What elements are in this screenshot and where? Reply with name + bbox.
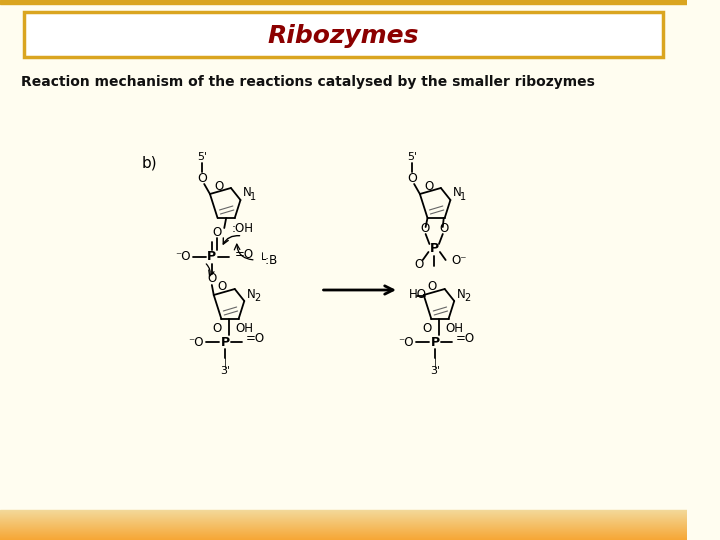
Bar <box>0 537 687 538</box>
Bar <box>0 519 687 521</box>
Bar <box>0 535 687 537</box>
Text: O: O <box>212 322 221 335</box>
Bar <box>0 533 687 535</box>
FancyBboxPatch shape <box>24 12 663 57</box>
Bar <box>0 539 687 540</box>
Text: 1: 1 <box>460 192 466 202</box>
Bar <box>0 516 687 517</box>
Text: 2: 2 <box>464 293 470 303</box>
Text: N: N <box>457 287 466 300</box>
Bar <box>0 527 687 529</box>
Bar <box>0 532 687 534</box>
Bar <box>0 526 687 528</box>
Text: N: N <box>247 287 256 300</box>
Text: 5': 5' <box>197 152 207 162</box>
Text: O: O <box>197 172 207 185</box>
Text: Ribozymes: Ribozymes <box>268 24 419 48</box>
Bar <box>0 528 687 530</box>
Bar <box>0 530 687 531</box>
Bar <box>0 517 687 518</box>
Text: :OH: :OH <box>232 221 254 234</box>
Bar <box>0 518 687 519</box>
Text: ⁻O: ⁻O <box>189 335 204 348</box>
Text: N: N <box>243 186 252 199</box>
Text: Reaction mechanism of the reactions catalysed by the smaller ribozymes: Reaction mechanism of the reactions cata… <box>21 75 595 89</box>
Bar <box>0 512 687 514</box>
Text: =O: =O <box>456 333 475 346</box>
Text: O: O <box>420 221 429 234</box>
Text: ⁻O: ⁻O <box>176 251 191 264</box>
Bar <box>0 515 687 516</box>
Text: O: O <box>217 280 227 294</box>
Bar <box>0 534 687 536</box>
Text: O: O <box>439 221 449 234</box>
Text: |: | <box>224 357 227 368</box>
Bar <box>0 529 687 530</box>
Text: OH: OH <box>235 322 253 335</box>
Bar <box>0 531 687 532</box>
Text: 3': 3' <box>430 366 440 376</box>
Text: 2: 2 <box>254 293 260 303</box>
Text: O: O <box>414 258 423 271</box>
Bar <box>0 521 687 523</box>
Bar <box>0 522 687 523</box>
Bar <box>0 524 687 525</box>
Text: HO: HO <box>408 288 426 301</box>
Text: O: O <box>425 179 434 192</box>
Text: =O: =O <box>246 333 266 346</box>
Text: └:B: └:B <box>258 254 278 267</box>
Text: 3': 3' <box>220 366 230 376</box>
Bar <box>0 510 687 511</box>
Bar <box>0 514 687 516</box>
Text: O: O <box>428 280 437 294</box>
Text: P: P <box>220 335 230 348</box>
Bar <box>0 513 687 515</box>
Text: 5': 5' <box>408 152 418 162</box>
Text: P: P <box>431 335 440 348</box>
Text: |: | <box>433 357 437 368</box>
Bar <box>0 520 687 522</box>
Text: P: P <box>207 251 217 264</box>
Text: O: O <box>212 226 221 239</box>
Text: O: O <box>422 322 431 335</box>
Text: O: O <box>215 179 224 192</box>
Bar <box>0 0 687 4</box>
Text: OH: OH <box>446 322 464 335</box>
Bar <box>0 511 687 512</box>
Bar <box>0 525 687 526</box>
Text: P: P <box>430 242 438 255</box>
Text: N: N <box>454 186 462 199</box>
Text: b): b) <box>141 156 157 171</box>
Bar <box>0 538 687 539</box>
Bar <box>0 523 687 524</box>
Text: 1: 1 <box>250 192 256 202</box>
Text: =O: =O <box>235 247 254 260</box>
Text: ⁻O: ⁻O <box>399 335 414 348</box>
Text: O: O <box>408 172 417 185</box>
Bar <box>0 536 687 537</box>
Text: O: O <box>207 273 217 286</box>
Text: O⁻: O⁻ <box>451 254 467 267</box>
